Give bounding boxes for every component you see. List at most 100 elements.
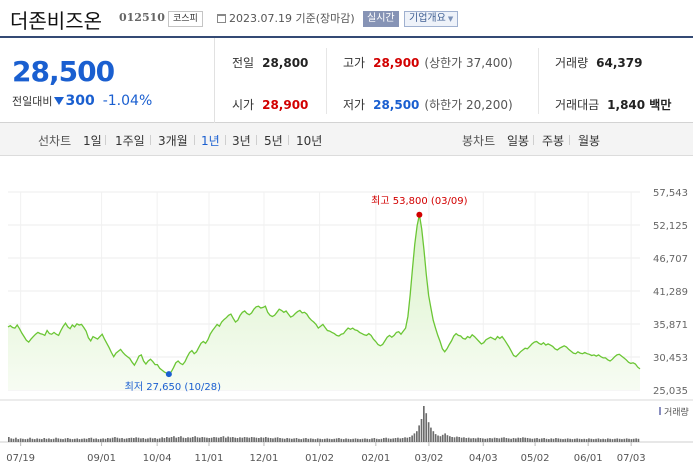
volume-bar	[371, 438, 373, 442]
volume-bar	[319, 438, 321, 442]
volume-bar	[236, 438, 239, 442]
volume-bar	[335, 438, 338, 442]
volume-bar	[142, 438, 145, 442]
volume-bar	[199, 437, 201, 442]
calendar-icon	[217, 14, 226, 23]
volume-bar	[500, 437, 503, 442]
candle-tab-weekly[interactable]: 주봉	[542, 134, 565, 148]
volume-bar	[538, 438, 541, 442]
volume-bar	[375, 438, 378, 442]
volume-bar	[298, 438, 300, 442]
y-tick-label: 41,289	[653, 287, 688, 298]
high-price: 고가 28,900 (상한가 37,400)	[343, 54, 513, 71]
volume-bar	[17, 439, 20, 442]
change-label: 전일대비	[12, 95, 53, 108]
volume-bar	[168, 437, 171, 442]
period-tab-3y[interactable]: 3년	[232, 134, 251, 148]
volume-bar	[496, 438, 498, 442]
company-overview-dropdown[interactable]: 기업개요 ▼	[404, 11, 459, 27]
volume-bar	[182, 437, 185, 442]
volume-bar	[378, 439, 380, 442]
company-overview-label: 기업개요	[409, 13, 446, 24]
volume-bar	[316, 438, 319, 442]
volume-bar	[458, 437, 461, 442]
period-tab-1d[interactable]: 1일	[83, 134, 102, 148]
volume-bar	[260, 437, 262, 442]
volume-bar	[118, 438, 121, 442]
divider	[194, 135, 195, 145]
volume-bar	[349, 439, 352, 442]
volume-bar	[300, 439, 303, 442]
x-axis-labels: 07/19 09/01 10/04 11/01 12/01 01/02 02/01 03/02…	[6, 442, 646, 464]
volume-bar	[432, 431, 435, 442]
volume-bar	[206, 437, 208, 442]
volume-bar	[38, 438, 41, 442]
volume-bar	[342, 439, 345, 442]
volume-bar	[625, 438, 628, 442]
candle-tab-daily[interactable]: 일봉	[507, 134, 530, 148]
volume-bar	[62, 439, 64, 442]
volume-bar	[467, 437, 470, 442]
volume-bar	[81, 438, 83, 442]
volume-bar	[550, 438, 553, 442]
divider	[256, 135, 257, 145]
realtime-button[interactable]: 실시간	[363, 11, 399, 27]
volume-bar	[531, 438, 534, 442]
volume-bar	[43, 438, 46, 442]
x-tick-label: 12/01	[250, 453, 279, 464]
volume-bar	[357, 438, 359, 442]
period-tab-10y[interactable]: 10년	[296, 134, 323, 148]
volume-bar	[562, 439, 564, 442]
change-percent: -1.04%	[102, 93, 153, 109]
volume-bar	[69, 438, 71, 442]
y-tick-label: 25,035	[653, 386, 688, 397]
chevron-down-icon: ▼	[447, 15, 454, 23]
volume-bar	[281, 438, 284, 442]
period-tab-1y[interactable]: 1년	[201, 134, 220, 148]
volume-bar	[243, 437, 246, 442]
volume-bar	[477, 437, 479, 442]
volume-bar	[425, 413, 428, 442]
volume-bar	[505, 438, 508, 442]
volume-bar	[524, 437, 527, 442]
volume-bar	[427, 422, 430, 442]
volume-bar	[493, 437, 496, 442]
volume-bar	[484, 438, 487, 442]
volume-bar	[10, 438, 13, 442]
volume-bar	[434, 434, 437, 442]
volume-bar	[180, 436, 182, 442]
chart-period-bar: 선차트 1일 1주일 3개월 1년 3년 5년 10년 봉차트 일봉 주봉 월봉	[0, 123, 693, 156]
stock-chart[interactable]: 57,543 52,125 46,707 41,289 35,871 30,453 25,0…	[0, 180, 693, 473]
volume-bar	[456, 436, 458, 442]
volume-bar	[67, 438, 69, 442]
divider	[533, 135, 534, 145]
volume-bar	[618, 438, 621, 442]
volume-bar	[439, 436, 442, 442]
volume-bar	[147, 438, 149, 442]
volume-bar	[274, 437, 277, 442]
volume-bars: 거래량	[0, 399, 693, 443]
volume-bar	[576, 438, 578, 442]
volume-bar	[269, 438, 272, 442]
period-tab-3m[interactable]: 3개월	[158, 134, 188, 148]
volume-bar	[416, 431, 418, 442]
volume-bar	[595, 438, 597, 442]
volume-bar	[559, 438, 562, 442]
open-label: 시가	[232, 98, 255, 112]
candle-tab-monthly[interactable]: 월봉	[578, 134, 601, 148]
volume-bar	[203, 437, 206, 442]
volume-bar	[305, 438, 307, 442]
volume-bar	[566, 438, 569, 442]
high-marker	[416, 211, 423, 218]
volume-bar	[611, 439, 614, 442]
volume-bar	[541, 438, 543, 442]
volume-bar	[149, 437, 152, 442]
period-tab-5y[interactable]: 5년	[264, 134, 283, 148]
volume-bar	[265, 437, 267, 442]
volume-bar	[109, 438, 112, 442]
volume-bar	[574, 438, 576, 442]
volume-bar	[338, 438, 340, 442]
volume-bar	[637, 438, 640, 442]
volume-bar	[331, 439, 333, 442]
period-tab-1w[interactable]: 1주일	[115, 134, 145, 148]
